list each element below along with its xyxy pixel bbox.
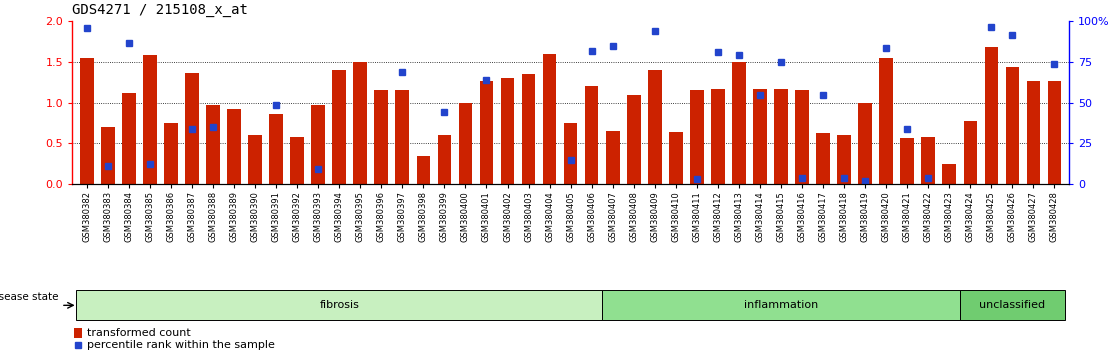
Bar — [943, 164, 956, 184]
Bar — [796, 91, 809, 184]
Bar — [1027, 81, 1040, 184]
Bar — [459, 103, 472, 184]
Bar — [206, 105, 219, 184]
Bar — [417, 156, 430, 184]
Bar — [522, 74, 535, 184]
Bar — [732, 62, 746, 184]
Bar — [901, 138, 914, 184]
Bar — [227, 109, 240, 184]
Text: transformed count: transformed count — [86, 328, 191, 338]
Bar — [543, 54, 556, 184]
Bar — [1048, 81, 1061, 184]
Bar — [859, 103, 872, 184]
Bar — [122, 93, 135, 184]
Bar — [396, 91, 409, 184]
Bar — [602, 290, 960, 320]
Bar — [311, 105, 325, 184]
Bar — [1006, 67, 1019, 184]
Bar — [332, 70, 346, 184]
Text: fibrosis: fibrosis — [319, 300, 359, 310]
Bar — [164, 123, 177, 184]
Text: unclassified: unclassified — [979, 300, 1046, 310]
Text: percentile rank within the sample: percentile rank within the sample — [86, 340, 275, 350]
Bar — [985, 47, 998, 184]
Bar — [669, 132, 683, 184]
Bar — [585, 86, 598, 184]
Bar — [960, 290, 1065, 320]
Bar — [880, 58, 893, 184]
Bar — [753, 89, 767, 184]
Bar — [606, 131, 619, 184]
Bar — [964, 121, 977, 184]
Text: disease state: disease state — [0, 292, 59, 302]
Bar — [74, 328, 82, 338]
Text: inflammation: inflammation — [743, 300, 818, 310]
Bar — [501, 78, 514, 184]
Bar — [290, 137, 304, 184]
Bar — [648, 70, 661, 184]
Bar — [564, 123, 577, 184]
Bar — [248, 135, 261, 184]
Bar — [438, 135, 451, 184]
Bar — [627, 95, 640, 184]
Bar — [375, 91, 388, 184]
Bar — [922, 137, 935, 184]
Bar — [480, 81, 493, 184]
Bar — [817, 133, 830, 184]
Bar — [76, 290, 602, 320]
Bar — [353, 62, 367, 184]
Bar — [185, 73, 198, 184]
Bar — [838, 135, 851, 184]
Bar — [80, 58, 93, 184]
Bar — [101, 127, 114, 184]
Bar — [774, 89, 788, 184]
Bar — [269, 114, 283, 184]
Bar — [143, 56, 156, 184]
Bar — [690, 91, 704, 184]
Text: GDS4271 / 215108_x_at: GDS4271 / 215108_x_at — [72, 4, 248, 17]
Bar — [711, 89, 725, 184]
